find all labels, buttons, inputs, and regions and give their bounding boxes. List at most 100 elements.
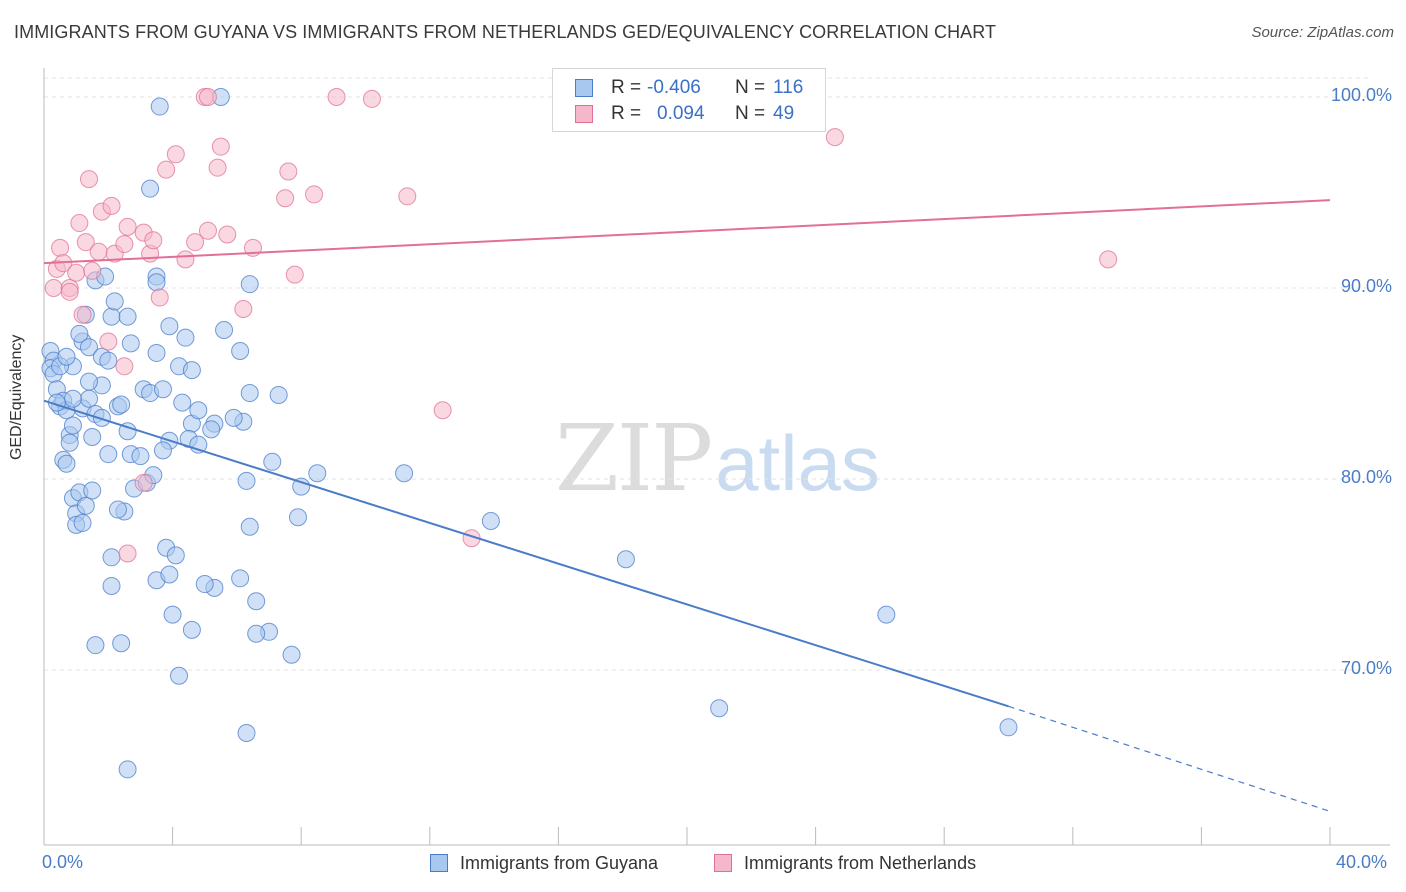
r-value: 0.094	[657, 103, 705, 124]
netherlands-point	[157, 160, 176, 179]
netherlands-point	[99, 332, 118, 351]
netherlands-point	[83, 261, 102, 280]
guyana-point	[269, 385, 288, 404]
guyana-point	[247, 624, 266, 643]
guyana-point	[102, 576, 121, 595]
netherlands-point	[186, 233, 205, 252]
guyana-point	[108, 500, 127, 519]
legend-item-netherlands: Immigrants from Netherlands	[714, 853, 976, 874]
n-value: 116	[773, 77, 804, 98]
netherlands-point	[279, 162, 298, 181]
guyana-point	[182, 361, 201, 380]
netherlands-legend-swatch	[714, 854, 732, 872]
guyana-trend-extension	[1008, 705, 1331, 812]
chart-title: IMMIGRANTS FROM GUYANA VS IMMIGRANTS FRO…	[14, 22, 997, 42]
guyana-point	[70, 324, 89, 343]
netherlands-swatch	[575, 105, 593, 123]
netherlands-point	[144, 231, 163, 250]
guyana-point	[60, 433, 79, 452]
guyana-point	[147, 343, 166, 362]
guyana-point	[92, 408, 111, 427]
zipatlas-watermark: ZIPatlas	[555, 405, 880, 512]
netherlands-point	[362, 89, 381, 108]
netherlands-point	[166, 145, 185, 164]
netherlands-point	[208, 158, 227, 177]
guyana-point	[99, 445, 118, 464]
guyana-point	[105, 292, 124, 311]
guyana-point	[240, 275, 259, 294]
netherlands-point	[134, 473, 153, 492]
netherlands-point	[115, 357, 134, 376]
netherlands-legend-label: Immigrants from Netherlands	[744, 853, 977, 873]
guyana-point	[182, 620, 201, 639]
netherlands-point	[80, 170, 99, 189]
netherlands-point	[51, 238, 70, 257]
y-tick-label: 100.0%	[1330, 85, 1392, 105]
guyana-point	[176, 328, 195, 347]
guyana-point	[57, 454, 76, 473]
y-tick-label: 90.0%	[1340, 276, 1392, 296]
netherlands-point	[198, 88, 217, 106]
netherlands-point	[44, 279, 63, 297]
guyana-swatch	[575, 79, 593, 97]
guyana-point	[83, 481, 102, 500]
netherlands-point	[825, 128, 844, 147]
netherlands-point	[433, 401, 452, 420]
y-tick-label: 70.0%	[1340, 658, 1392, 678]
guyana-point	[80, 372, 99, 391]
x-tick-label-max: 40.0%	[1336, 852, 1388, 872]
guyana-point	[102, 548, 121, 567]
guyana-point	[710, 699, 729, 718]
netherlands-point	[73, 305, 92, 324]
n-value: 49	[773, 103, 795, 124]
guyana-point	[76, 496, 95, 515]
guyana-point	[147, 273, 166, 292]
guyana-point	[73, 513, 92, 532]
guyana-point	[282, 645, 301, 664]
netherlands-point	[285, 265, 304, 284]
guyana-point	[170, 666, 189, 685]
guyana-point	[112, 395, 131, 414]
guyana-point	[616, 550, 635, 569]
guyana-point	[202, 420, 221, 439]
guyana-point	[57, 347, 76, 366]
netherlands-point	[115, 235, 134, 254]
guyana-point	[166, 546, 185, 565]
netherlands-point	[198, 221, 217, 240]
watermark-atlas: atlas	[715, 419, 880, 507]
r-label: R =	[611, 103, 642, 124]
guyana-point	[118, 307, 137, 326]
guyana-point	[231, 342, 250, 361]
guyana-point	[86, 636, 105, 655]
guyana-point	[121, 334, 140, 353]
netherlands-trend-line	[43, 199, 1331, 265]
guyana-legend-swatch	[430, 854, 448, 872]
guyana-point	[395, 464, 414, 483]
netherlands-point	[60, 282, 79, 301]
guyana-point	[150, 97, 169, 116]
netherlands-point	[150, 288, 169, 307]
guyana-point	[240, 517, 259, 536]
guyana-point	[131, 447, 150, 466]
guyana-point	[160, 565, 179, 584]
y-tick-label: 80.0%	[1340, 467, 1392, 487]
r-value: -0.406	[647, 77, 701, 98]
guyana-point	[215, 321, 234, 340]
netherlands-point	[398, 187, 417, 206]
guyana-legend-label: Immigrants from Guyana	[460, 853, 659, 873]
guyana-point	[877, 605, 896, 624]
guyana-point	[224, 408, 243, 427]
r-label: R =	[611, 77, 642, 98]
guyana-point	[83, 427, 102, 446]
guyana-point	[63, 389, 82, 408]
x-tick-label-min: 0.0%	[42, 852, 84, 872]
guyana-point	[80, 338, 99, 357]
netherlands-point	[67, 263, 86, 282]
guyana-point	[195, 575, 214, 594]
guyana-point	[112, 634, 131, 653]
guyana-point	[189, 401, 208, 420]
netherlands-point	[1099, 250, 1118, 269]
netherlands-point	[102, 196, 121, 215]
netherlands-point	[218, 225, 237, 244]
